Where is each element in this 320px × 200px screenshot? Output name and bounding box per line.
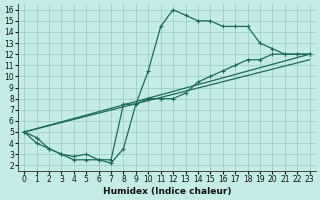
X-axis label: Humidex (Indice chaleur): Humidex (Indice chaleur) xyxy=(103,187,231,196)
